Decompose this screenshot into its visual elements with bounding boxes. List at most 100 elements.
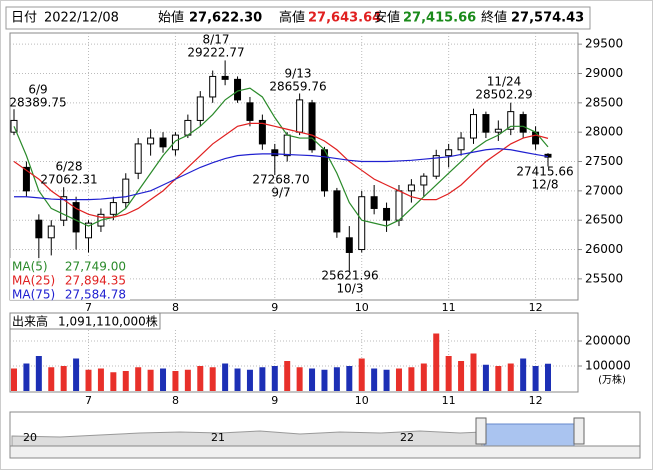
volume-bar [60,366,67,391]
high-label: 高値 [279,10,305,26]
x-tick-label: 9 [271,394,278,407]
candle-body [420,175,428,186]
x-tick-label: 9 [271,301,278,314]
candle-body [271,149,279,157]
volume-bar [147,369,154,391]
navigator [9,411,641,459]
legend-box [10,258,130,300]
low: 27,415.66 [403,11,476,26]
navigator-window[interactable] [483,423,575,447]
volume-bar [271,366,278,391]
header-box [5,6,591,30]
navigator-scroll[interactable] [9,445,641,459]
date: 2022/12/08 [44,11,119,26]
volume-bar [309,368,316,391]
candle-body [370,196,378,209]
volume-unit: (万株) [598,373,626,386]
navigator-handle-right[interactable] [573,417,585,445]
legend-value: 27,749.00 [65,260,126,274]
y-tick-label: 28000 [585,125,623,139]
low-label: 安値 [374,10,400,26]
annotation: 29222.77 [187,46,244,60]
annotation: 12/8 [532,178,559,192]
candle-body [345,237,353,253]
candle-body [60,196,68,221]
y-tick-label: 29000 [585,66,623,80]
candle-body [147,137,155,145]
volume-bar [445,356,452,391]
annotation: 9/13 [285,67,312,81]
annotation: 6/28 [56,160,83,174]
volume-bar [184,369,191,391]
y-tick-label: 200000 [585,334,631,348]
x-tick-label: 11 [442,301,456,314]
y-tick-label: 29500 [585,37,623,51]
volume-subtitle: 1,091,110,000株 [58,314,158,329]
candle-body [35,219,43,239]
candle-body [519,114,527,133]
volume-bar [234,368,241,391]
volume-bar [197,366,204,391]
candle-body [47,225,55,239]
volume-bar [35,356,42,391]
volume-title-box [9,312,161,330]
candle-body [482,114,490,133]
annotation: 6/9 [28,83,47,97]
candle-body [22,166,30,192]
x-tick-label: 10 [355,301,369,314]
volume-bar [545,363,551,391]
x-tick-label: 10 [355,394,369,407]
annotation: 28502.29 [475,88,532,102]
volume-bar [371,368,378,391]
annotation: 28659.76 [269,80,326,94]
candle-body [234,78,242,101]
volume-bar [482,364,489,391]
volume-bar [433,333,440,391]
price-panel [9,32,579,301]
volume-bar [85,369,92,391]
ma-line [13,122,549,218]
volume-bar [470,353,477,391]
volume-bar [73,358,80,391]
candle-body [134,143,142,174]
volume-bar [420,363,427,391]
x-tick-label: 11 [442,394,456,407]
y-tick-label: 26500 [585,213,623,227]
volume-bar [321,369,328,391]
legend-value: 27,894.35 [65,274,126,288]
open: 27,622.30 [189,11,262,26]
x-tick-label: 8 [172,301,179,314]
annotation: 28389.75 [9,96,66,110]
x-tick-label: 8 [172,394,179,407]
y-tick-label: 28500 [585,95,623,109]
candle-body [296,99,304,133]
candle-body [109,202,117,215]
volume-bar [333,367,340,391]
volume-bar [532,366,539,391]
candle-body [246,102,254,121]
navigator-handle-left[interactable] [475,417,487,445]
y-tick-label: 27500 [585,154,623,168]
ma-line [13,87,549,227]
legend-value: 27,584.78 [65,288,126,302]
candle-body [407,184,415,192]
candle-body [445,149,453,157]
volume-bar [23,363,30,391]
volume-bar [172,371,179,391]
volume-bar [97,368,104,391]
open-label: 始値 [158,10,184,26]
x-tick-label: 7 [85,394,92,407]
legend-label: MA(5) [12,260,48,274]
annotation: 10/3 [337,282,364,296]
annotation: 27062.31 [40,173,97,187]
volume-title: 出来高 [12,314,48,329]
volume-bar [110,372,117,391]
annotation: 9/7 [271,186,290,200]
candle-body [221,75,229,80]
candle-body [258,119,266,145]
volume-bar [222,363,229,391]
annotation: 11/24 [487,75,522,89]
volume-bar [296,367,303,391]
volume-bar [520,358,527,391]
